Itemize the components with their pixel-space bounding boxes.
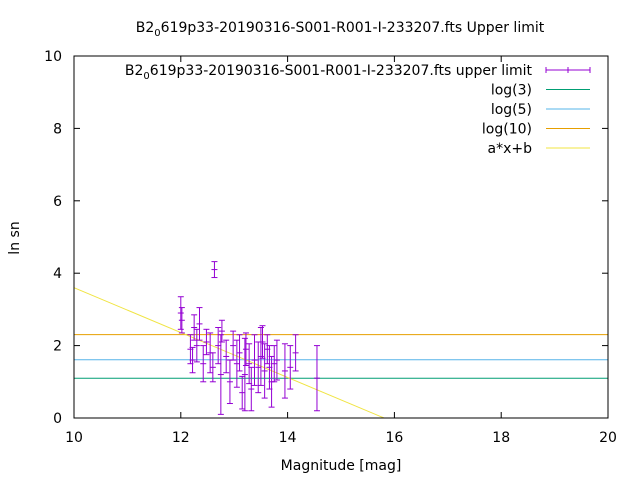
data-point [248, 366, 255, 412]
data-point [189, 346, 196, 374]
legend-label-prefix: a*x+b [488, 141, 533, 157]
legend-label-prefix: log(3) [491, 83, 532, 99]
data-point [261, 343, 268, 399]
legend-label: B20619p33-20190316-S001-R001-I-233207.ft… [125, 63, 533, 82]
legend-entry: B20619p33-20190316-S001-R001-I-233207.ft… [125, 63, 591, 82]
data-point [230, 330, 237, 361]
data-point [242, 332, 249, 367]
data-point [215, 327, 222, 365]
data-point [233, 339, 240, 388]
legend-entry: log(5) [491, 102, 590, 118]
data-point [203, 328, 210, 356]
legend-label-suffix: 619p33-20190316-S001-R001-I-233207.fts u… [150, 63, 533, 79]
chart-title-suffix: 619p33-20190316-S001-R001-I-233207.fts U… [161, 20, 545, 36]
legend-entry: log(10) [482, 122, 590, 138]
data-point [209, 352, 216, 383]
y-tick-label: 10 [44, 49, 62, 65]
legend-label-prefix: log(5) [491, 102, 532, 118]
x-tick-label: 14 [279, 430, 297, 446]
chart-title-prefix: B2 [136, 20, 155, 36]
data-point [236, 334, 243, 372]
legend-label-subscript: 0 [143, 71, 149, 82]
data-point [292, 334, 299, 372]
legend-label: log(5) [491, 102, 532, 118]
legend-label-prefix: log(10) [482, 122, 532, 138]
legend-label-prefix: B2 [125, 63, 144, 79]
data-point [177, 296, 184, 330]
y-tick-label: 8 [53, 121, 62, 137]
data-point [273, 339, 280, 381]
x-axis-label: Magnitude [mag] [281, 458, 402, 474]
fit-line [73, 287, 385, 419]
x-tick-label: 16 [385, 430, 403, 446]
legend-label: log(3) [491, 83, 532, 99]
chart-title: B20619p33-20190316-S001-R001-I-233207.ft… [136, 20, 545, 39]
data-point [191, 314, 198, 341]
data-point [223, 339, 230, 374]
data-point [217, 334, 224, 415]
data-point [239, 375, 246, 410]
x-tick-label: 12 [172, 430, 190, 446]
legend-entry: log(3) [491, 83, 590, 99]
data-point [313, 345, 320, 412]
data-point [178, 307, 185, 334]
legend-entry: a*x+b [488, 141, 590, 157]
data-point [287, 345, 294, 390]
data-point [281, 343, 288, 399]
x-tick-label: 20 [599, 430, 617, 446]
y-axis-label: ln sn [7, 221, 23, 254]
data-point [251, 334, 258, 386]
legend: B20619p33-20190316-S001-R001-I-233207.ft… [125, 63, 591, 157]
y-tick-label: 4 [53, 266, 62, 282]
data-point [271, 345, 278, 383]
data-point [226, 359, 233, 405]
data-point [211, 261, 218, 279]
x-tick-label: 18 [492, 430, 510, 446]
reference-lines [73, 287, 608, 419]
legend-label: log(10) [482, 122, 532, 138]
chart-title-subscript: 0 [154, 28, 160, 39]
y-tick-label: 6 [53, 194, 62, 210]
data-point [196, 307, 203, 341]
plot-frame [73, 55, 609, 419]
x-tick-label: 10 [65, 430, 83, 446]
data-point [193, 328, 200, 363]
data-point [241, 337, 248, 412]
y-tick-label: 0 [53, 411, 62, 427]
data-point [200, 345, 207, 383]
y-tick-label: 2 [53, 339, 62, 355]
data-point [255, 341, 262, 394]
data-point [218, 319, 225, 343]
data-points [177, 261, 320, 415]
legend-label: a*x+b [488, 141, 533, 157]
